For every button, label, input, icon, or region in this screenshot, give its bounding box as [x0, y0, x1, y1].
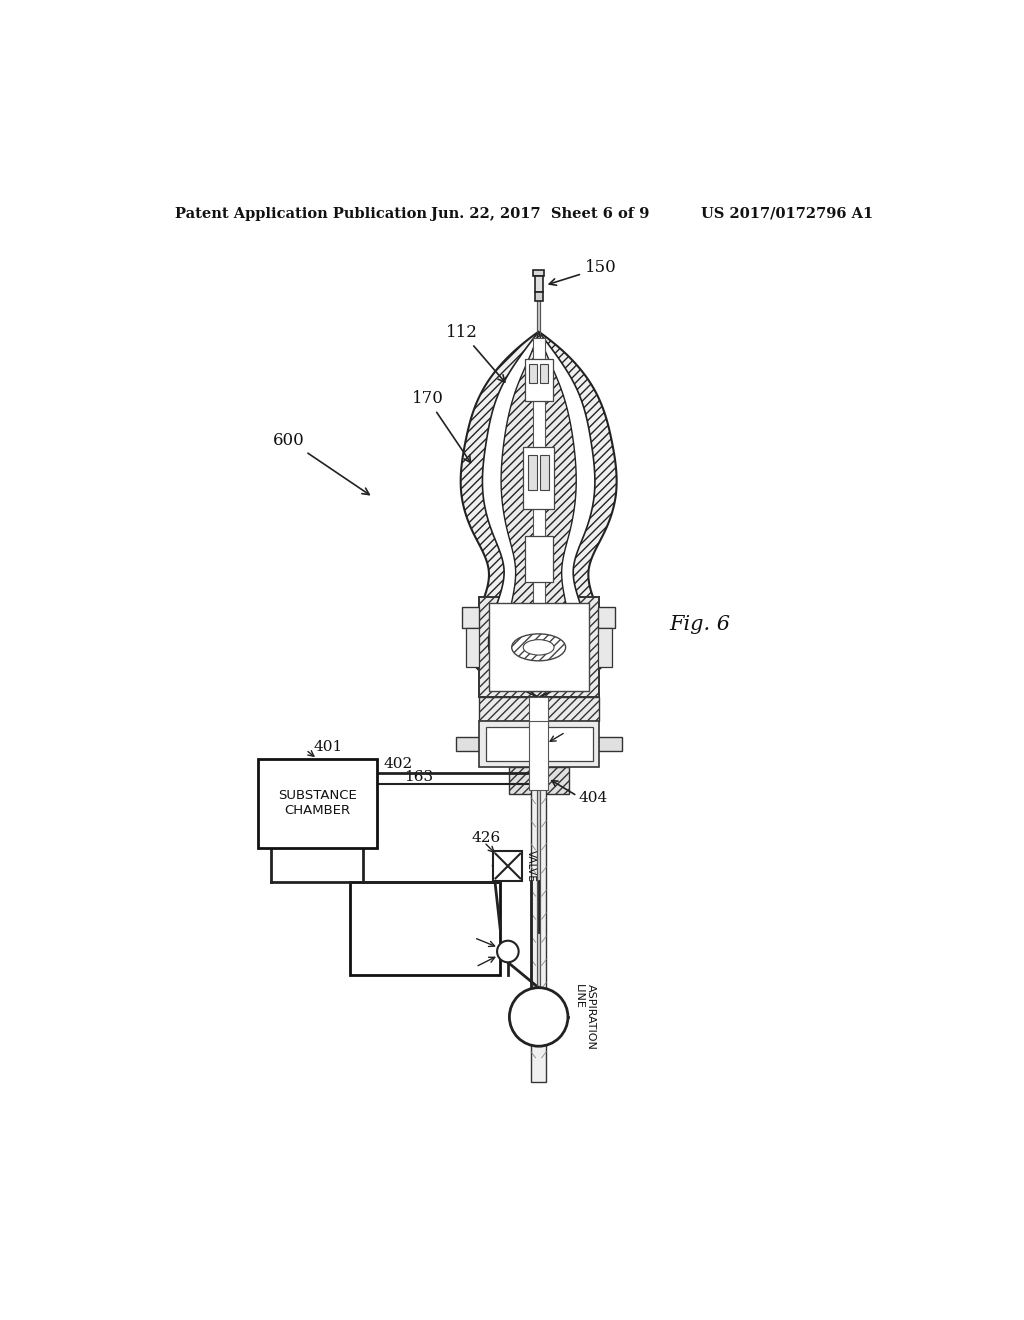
Text: 162: 162	[553, 721, 582, 735]
Text: 112: 112	[446, 323, 505, 381]
Bar	[529, 364, 538, 383]
Bar	[258, 759, 377, 847]
Text: 600: 600	[273, 432, 370, 495]
Bar	[529, 721, 548, 789]
Text: 404: 404	[579, 791, 608, 804]
Bar	[521, 697, 556, 759]
Text: 426: 426	[472, 830, 501, 845]
Bar	[535, 276, 543, 292]
Bar	[524, 536, 553, 582]
Text: Patent Application Publication: Patent Application Publication	[175, 207, 427, 220]
Text: CHAMBER: CHAMBER	[285, 804, 350, 817]
Circle shape	[509, 987, 568, 1047]
Bar	[479, 597, 599, 697]
Polygon shape	[461, 331, 616, 697]
Bar	[466, 628, 479, 667]
Text: 424B: 424B	[451, 964, 490, 978]
Bar	[598, 628, 611, 667]
Bar	[488, 603, 590, 692]
Text: Fig. 6: Fig. 6	[670, 615, 730, 634]
Bar	[529, 697, 548, 759]
Bar	[457, 737, 622, 751]
Text: 402: 402	[383, 756, 413, 771]
Bar	[598, 607, 614, 628]
Ellipse shape	[523, 640, 554, 655]
Text: Jun. 22, 2017  Sheet 6 of 9: Jun. 22, 2017 Sheet 6 of 9	[431, 207, 649, 220]
Circle shape	[497, 941, 518, 962]
Text: 163: 163	[403, 770, 433, 784]
Text: US 2017/0172796 A1: US 2017/0172796 A1	[701, 207, 873, 220]
Bar	[494, 851, 522, 880]
Ellipse shape	[512, 634, 565, 661]
Bar	[541, 364, 548, 383]
Bar	[532, 338, 545, 692]
Bar	[528, 455, 538, 490]
Text: 420: 420	[423, 941, 453, 954]
Text: ASPIRATION
LINE: ASPIRATION LINE	[574, 983, 596, 1049]
Bar	[509, 767, 568, 793]
Text: SUBSTANCE: SUBSTANCE	[278, 789, 356, 803]
Bar	[479, 697, 599, 721]
Polygon shape	[482, 331, 595, 697]
Text: 422: 422	[458, 928, 487, 941]
Text: 170: 170	[412, 391, 471, 462]
Bar	[524, 359, 553, 401]
Text: 150: 150	[549, 259, 616, 285]
Bar	[463, 607, 479, 628]
Polygon shape	[501, 331, 577, 697]
Bar	[479, 721, 599, 767]
Bar	[538, 277, 541, 1010]
Bar	[531, 759, 547, 1082]
Bar	[350, 882, 500, 974]
Text: VALVE: VALVE	[526, 850, 537, 882]
Bar	[541, 455, 550, 490]
Text: 401: 401	[313, 741, 343, 755]
Bar	[534, 271, 544, 276]
Bar	[485, 726, 593, 760]
Bar	[535, 292, 543, 301]
Bar	[523, 447, 554, 508]
